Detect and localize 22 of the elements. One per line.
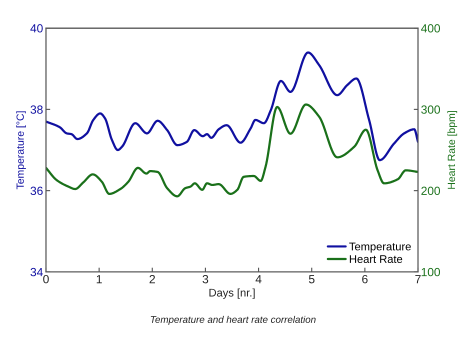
x-tick-label: 4 xyxy=(256,275,262,284)
y-axis-title: Temperature [°C] xyxy=(16,111,26,190)
y-tick-label: 36 xyxy=(30,186,43,196)
text: Temperature and heart rate correlation xyxy=(150,316,316,325)
x-tick-label: 6 xyxy=(362,274,368,284)
y2-axis-title: Heart Rate [bpm] xyxy=(447,111,458,189)
x-axis-title: Days [nr.] xyxy=(209,288,255,299)
y2-tick-label: 200 xyxy=(421,186,440,196)
y-tick-label: 34 xyxy=(30,268,43,276)
legend-label: Temperature xyxy=(349,242,411,253)
x-tick-label: 1 xyxy=(96,275,102,284)
x-tick-label: 7 xyxy=(415,275,421,284)
x-tick-label: 2 xyxy=(150,274,155,284)
y2-tick-label: 300 xyxy=(421,105,440,114)
y-tick-label: 38 xyxy=(30,105,43,114)
y2-tick-label: 100 xyxy=(422,268,440,276)
y-tick-label: 40 xyxy=(30,24,43,33)
x-tick-label: 0 xyxy=(43,274,49,284)
x-tick-label: 5 xyxy=(308,275,314,284)
legend-label: Heart Rate xyxy=(350,255,402,264)
y2-tick-label: 400 xyxy=(421,24,440,33)
x-tick-label: 3 xyxy=(202,274,208,284)
